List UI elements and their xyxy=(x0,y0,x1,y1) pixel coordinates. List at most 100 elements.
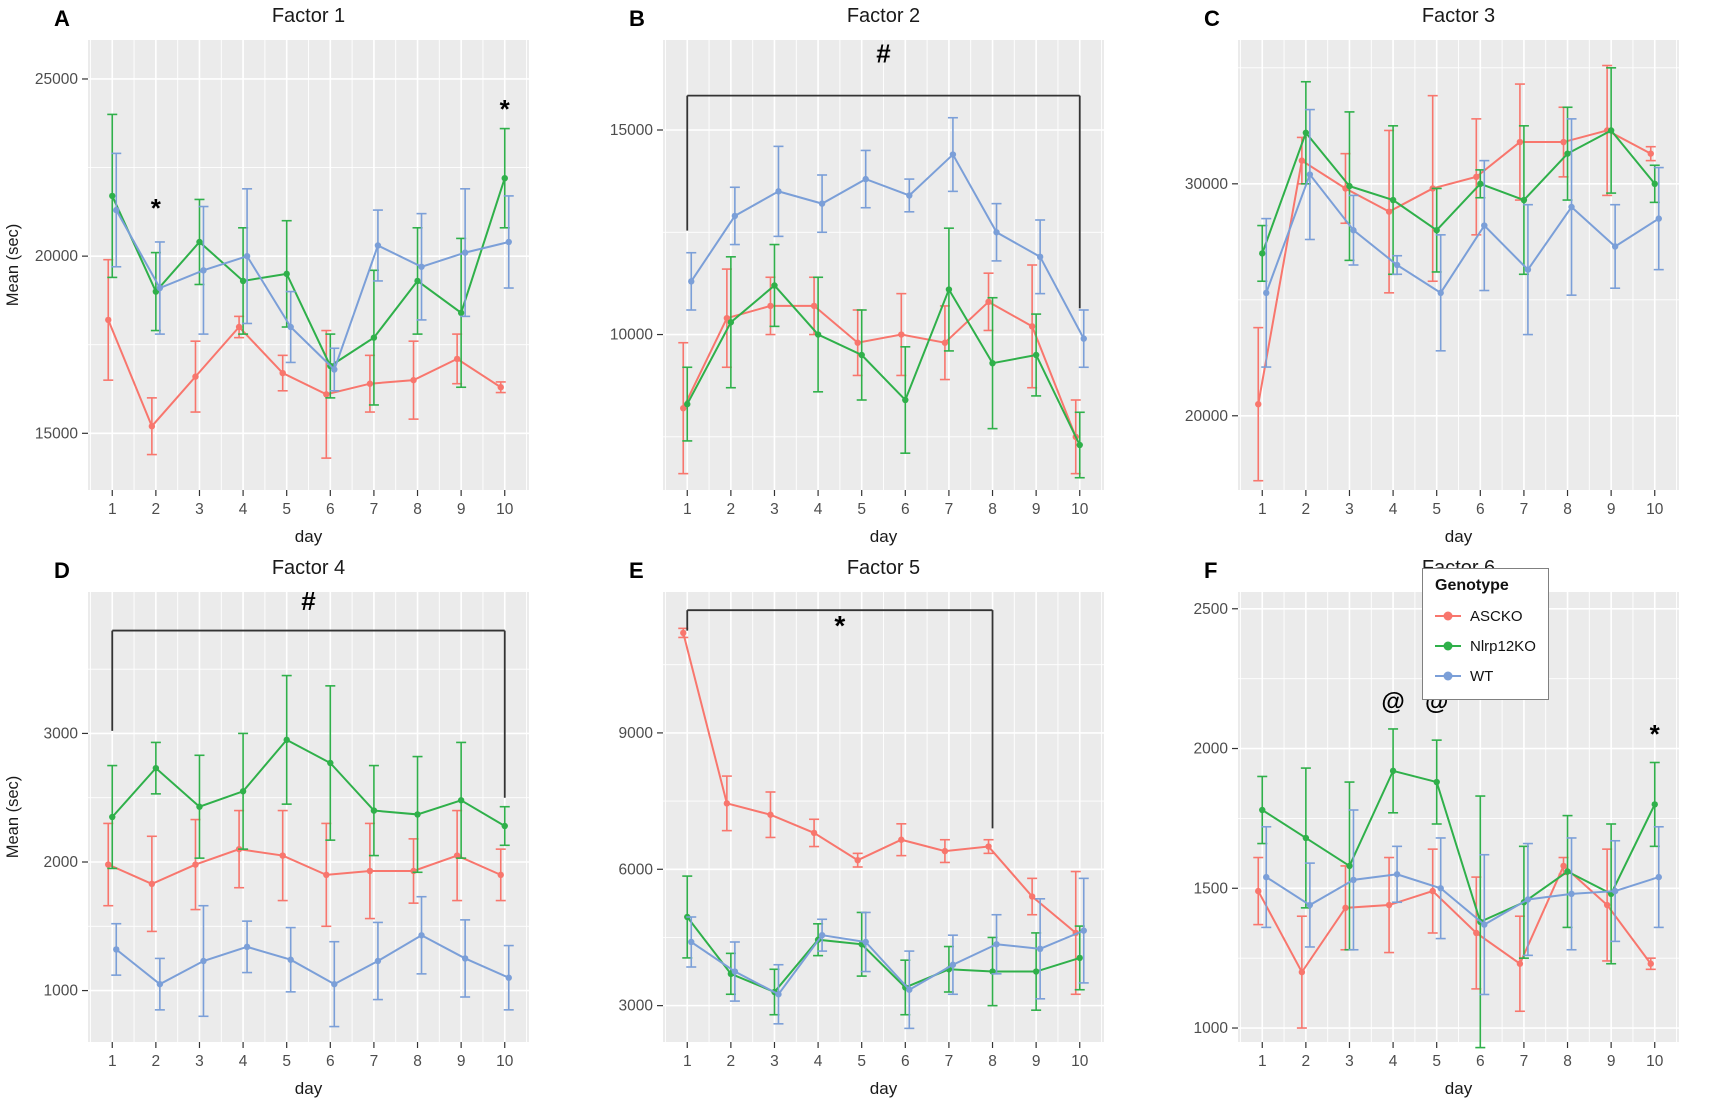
legend-genotype: Genotype ASCKO Nlrp12KO WT xyxy=(1422,568,1549,700)
svg-text:day: day xyxy=(295,527,323,546)
svg-text:day: day xyxy=(1445,527,1473,546)
svg-text:A: A xyxy=(54,6,70,31)
svg-text:5: 5 xyxy=(282,501,291,518)
svg-text:Factor 1: Factor 1 xyxy=(272,5,345,27)
svg-text:8: 8 xyxy=(1563,501,1572,518)
svg-text:20000: 20000 xyxy=(35,248,78,265)
chart-svg-panel-A: 15000 20000 25000 1 2 3 4 5 6 7 8 9 10 day Mean (sec) F… xyxy=(4,5,529,546)
svg-text:3: 3 xyxy=(1345,501,1354,518)
chart-svg-panel-E: 3000 6000 9000 1 2 3 4 5 6 7 8 9 10 day Factor 5 E * xyxy=(619,557,1104,1098)
svg-text:3: 3 xyxy=(195,1053,204,1070)
svg-text:2500: 2500 xyxy=(1194,601,1229,618)
panel-c-factor-3: 20000 30000 1 2 3 4 5 6 7 8 9 10 day Factor 3 C xyxy=(1150,0,1725,552)
svg-text:4: 4 xyxy=(814,1053,823,1070)
legend-key-ascko-icon xyxy=(1433,605,1463,627)
svg-text:#: # xyxy=(876,39,891,69)
legend-key-wt-icon xyxy=(1433,665,1463,687)
svg-text:1: 1 xyxy=(108,501,117,518)
legend-item-wt: WT xyxy=(1433,661,1536,691)
svg-text:2: 2 xyxy=(727,1053,736,1070)
svg-text:1: 1 xyxy=(1258,1053,1267,1070)
legend-item-ascko: ASCKO xyxy=(1433,601,1536,631)
legend-item-nlrp12ko: Nlrp12KO xyxy=(1433,631,1536,661)
svg-text:10: 10 xyxy=(1646,1053,1664,1070)
svg-text:C: C xyxy=(1204,6,1220,31)
svg-text:3: 3 xyxy=(770,1053,779,1070)
panel-b-factor-2: 10000 15000 1 2 3 4 5 6 7 8 9 10 day Factor 2 B # xyxy=(575,0,1150,552)
svg-text:Factor 5: Factor 5 xyxy=(847,557,920,579)
svg-text:#: # xyxy=(301,586,316,616)
svg-text:9: 9 xyxy=(1032,1053,1041,1070)
svg-text:8: 8 xyxy=(988,501,997,518)
svg-text:4: 4 xyxy=(1389,501,1398,518)
svg-text:6000: 6000 xyxy=(619,861,654,878)
svg-text:4: 4 xyxy=(1389,1053,1398,1070)
svg-text:E: E xyxy=(629,558,644,583)
svg-text:*: * xyxy=(151,193,162,223)
svg-text:2000: 2000 xyxy=(1194,741,1229,758)
svg-text:@: @ xyxy=(1381,688,1404,715)
svg-text:6: 6 xyxy=(326,1053,335,1070)
svg-text:8: 8 xyxy=(1563,1053,1572,1070)
svg-text:10: 10 xyxy=(496,1053,514,1070)
svg-text:3000: 3000 xyxy=(44,725,79,742)
svg-text:8: 8 xyxy=(413,501,422,518)
svg-text:F: F xyxy=(1204,558,1217,583)
svg-text:4: 4 xyxy=(814,501,823,518)
svg-text:9000: 9000 xyxy=(619,725,654,742)
svg-text:*: * xyxy=(834,610,845,641)
svg-text:4: 4 xyxy=(239,1053,248,1070)
svg-text:3: 3 xyxy=(195,501,204,518)
svg-text:6: 6 xyxy=(326,501,335,518)
svg-text:8: 8 xyxy=(413,1053,422,1070)
svg-text:3: 3 xyxy=(770,501,779,518)
svg-text:1: 1 xyxy=(683,501,692,518)
svg-text:1: 1 xyxy=(683,1053,692,1070)
svg-text:20000: 20000 xyxy=(1185,408,1228,425)
svg-text:1000: 1000 xyxy=(44,983,79,1000)
svg-text:7: 7 xyxy=(1520,1053,1529,1070)
panel-a-factor-1: 15000 20000 25000 1 2 3 4 5 6 7 8 9 10 day Mean (sec) F… xyxy=(0,0,575,552)
svg-text:1: 1 xyxy=(108,1053,117,1070)
svg-text:6: 6 xyxy=(901,1053,910,1070)
svg-text:Mean (sec): Mean (sec) xyxy=(4,224,22,307)
svg-text:7: 7 xyxy=(1520,501,1529,518)
chart-svg-panel-D: 1000 2000 3000 1 2 3 4 5 6 7 8 9 10 day Mean (sec) Fact… xyxy=(4,557,529,1098)
svg-text:7: 7 xyxy=(945,1053,954,1070)
svg-text:day: day xyxy=(1445,1079,1473,1098)
svg-text:1000: 1000 xyxy=(1194,1020,1229,1037)
svg-text:3000: 3000 xyxy=(619,998,654,1015)
svg-text:D: D xyxy=(54,558,70,583)
svg-text:Mean (sec): Mean (sec) xyxy=(4,776,22,859)
svg-text:1500: 1500 xyxy=(1194,880,1229,897)
svg-text:2000: 2000 xyxy=(44,854,79,871)
svg-text:Factor 4: Factor 4 xyxy=(272,557,345,579)
svg-text:6: 6 xyxy=(1476,1053,1485,1070)
svg-text:3: 3 xyxy=(1345,1053,1354,1070)
svg-text:9: 9 xyxy=(1607,501,1616,518)
svg-text:9: 9 xyxy=(1032,501,1041,518)
svg-text:4: 4 xyxy=(239,501,248,518)
svg-text:15000: 15000 xyxy=(35,425,78,442)
svg-text:*: * xyxy=(500,94,511,124)
svg-text:9: 9 xyxy=(457,1053,466,1070)
svg-text:7: 7 xyxy=(370,1053,379,1070)
svg-text:10: 10 xyxy=(1071,501,1089,518)
chart-svg-panel-C: 20000 30000 1 2 3 4 5 6 7 8 9 10 day Factor 3 C xyxy=(1185,5,1679,546)
svg-text:2: 2 xyxy=(152,1053,161,1070)
svg-text:9: 9 xyxy=(457,501,466,518)
svg-text:2: 2 xyxy=(152,501,161,518)
svg-text:5: 5 xyxy=(857,1053,866,1070)
svg-text:30000: 30000 xyxy=(1185,176,1228,193)
svg-text:1: 1 xyxy=(1258,501,1267,518)
panel-d-factor-4: 1000 2000 3000 1 2 3 4 5 6 7 8 9 10 day Mean (sec) Fact… xyxy=(0,552,575,1104)
svg-text:2: 2 xyxy=(727,501,736,518)
legend-label-nlrp12ko: Nlrp12KO xyxy=(1470,637,1536,655)
chart-svg-panel-B: 10000 15000 1 2 3 4 5 6 7 8 9 10 day Factor 2 B # xyxy=(610,5,1104,546)
legend-title: Genotype xyxy=(1435,577,1509,594)
svg-text:9: 9 xyxy=(1607,1053,1616,1070)
legend-label-ascko: ASCKO xyxy=(1470,607,1523,625)
svg-text:day: day xyxy=(870,1079,898,1098)
svg-text:15000: 15000 xyxy=(610,122,653,139)
